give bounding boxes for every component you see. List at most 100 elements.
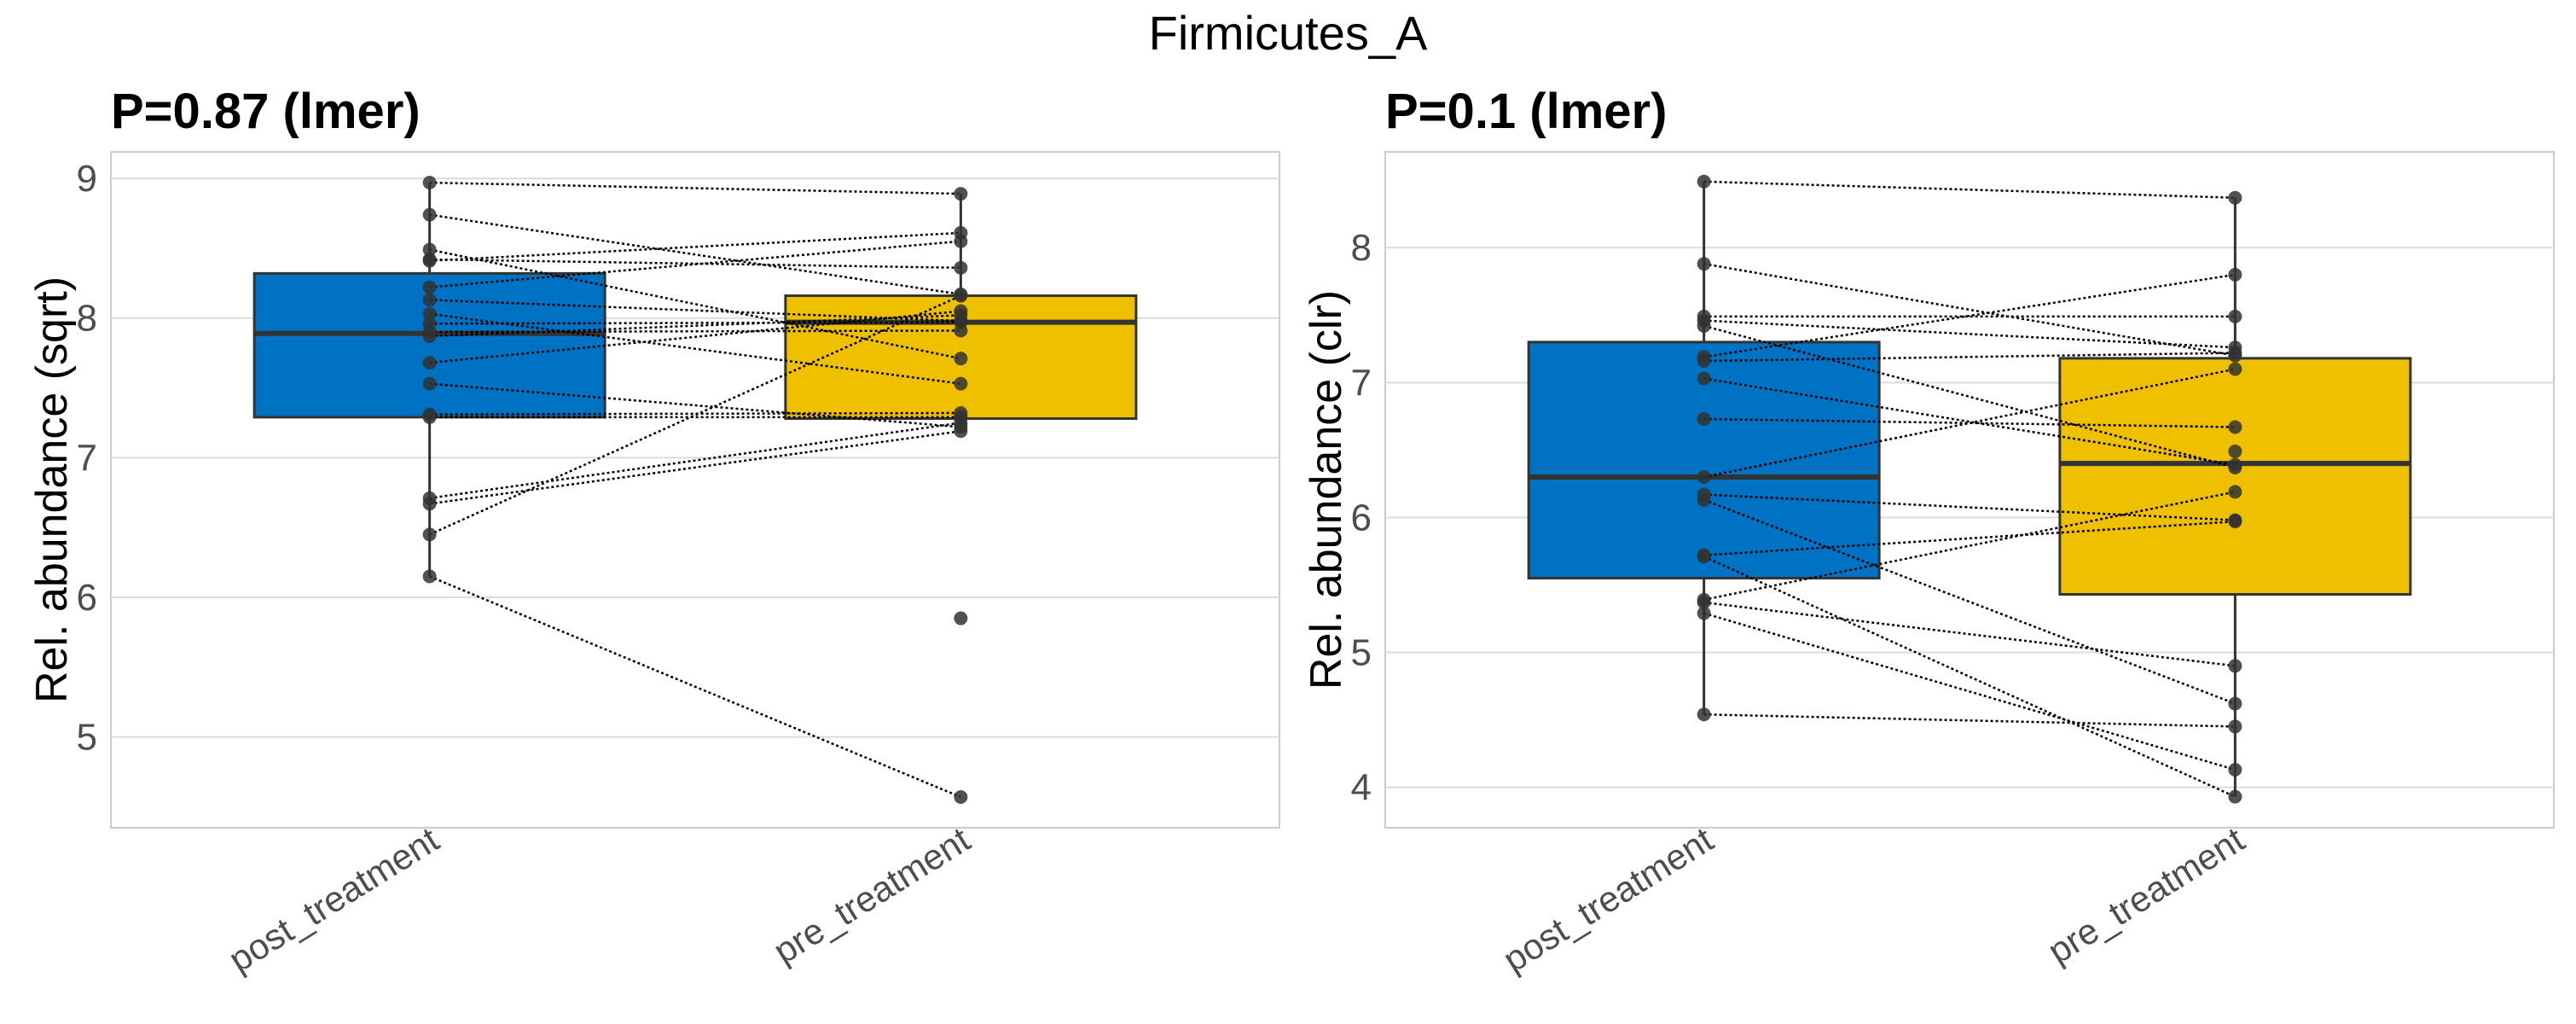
point-post (422, 376, 437, 391)
point-post (422, 207, 437, 222)
y-tick-label: 7 (1351, 362, 1372, 404)
point-post (1697, 596, 1711, 609)
y-tick-label: 9 (77, 158, 97, 200)
pair-line (1703, 352, 2236, 363)
point-post (1697, 318, 1711, 333)
point-pre (2228, 420, 2242, 434)
point-pre (2228, 457, 2242, 472)
point-pre (2228, 515, 2242, 529)
x-tick-label: pre_treatment (2040, 819, 2251, 972)
pair-line (429, 314, 961, 338)
point-post (1697, 492, 1711, 507)
y-tick-label: 5 (1351, 631, 1372, 673)
pair-line (429, 258, 961, 270)
y-tick-label: 7 (77, 437, 97, 479)
point-post (1697, 412, 1711, 427)
pair-line (1703, 493, 2236, 521)
panel-sqrt: P=0.87 (lmer) 5 6 7 8 9 Rel. abundance (sqrt) p… (27, 84, 1280, 980)
point-post (422, 329, 437, 343)
point-post (1697, 606, 1711, 620)
point-post (422, 356, 437, 370)
point-post (422, 527, 437, 542)
box-pre_treatment (2058, 357, 2412, 596)
pair-line (429, 430, 961, 505)
x-tick-label: post_treatment (222, 819, 446, 980)
point-pre (2228, 346, 2242, 360)
pair-line (1703, 368, 2236, 479)
point-pre (2228, 267, 2242, 282)
point-post (1697, 707, 1711, 722)
y-axis-label: Rel. abundance (sqrt) (27, 276, 77, 703)
y-tick-label: 8 (1351, 227, 1372, 269)
pair-line (429, 382, 961, 428)
point-pre (954, 288, 968, 303)
pair-line (1703, 713, 2236, 728)
point-pre (2228, 789, 2242, 804)
point-post (422, 242, 437, 257)
pair-line (429, 248, 961, 360)
point-pre (2228, 190, 2242, 205)
pair-line (1703, 319, 2236, 349)
y-tick-label: 5 (77, 717, 97, 759)
point-pre (954, 187, 968, 201)
point-pre (954, 352, 968, 366)
point-pre (954, 424, 968, 439)
point-post (422, 410, 437, 424)
pair-line (429, 310, 961, 364)
point-pre (2228, 719, 2242, 734)
y-tick-label: 4 (1351, 767, 1372, 809)
pair-line (429, 411, 961, 416)
point-post (422, 253, 437, 268)
figure-title: Firmicutes_A (1149, 6, 1428, 60)
y-tick-label: 8 (77, 298, 97, 340)
point-pre (2228, 696, 2242, 711)
point-post (1697, 550, 1711, 564)
point-post (422, 280, 437, 294)
plot-frame (110, 151, 1280, 829)
point-pre (954, 376, 968, 391)
point-pre (954, 260, 968, 275)
pair-line (1703, 520, 2236, 556)
point-pre (2228, 485, 2242, 499)
y-tick-label: 6 (77, 577, 97, 619)
pair-line (429, 231, 961, 262)
point-post (1697, 257, 1711, 271)
point-post (422, 176, 437, 189)
x-tick-label: pre_treatment (766, 819, 977, 972)
point-post (1697, 469, 1711, 484)
pair-line (429, 213, 961, 296)
pair-line (429, 240, 961, 288)
point-post (422, 306, 437, 321)
panel-title: P=0.87 (lmer) (111, 84, 421, 139)
pair-line (1703, 601, 2236, 667)
point-post (1697, 371, 1711, 386)
point-post (422, 293, 437, 307)
pair-line (1703, 417, 2236, 428)
point-post (1697, 354, 1711, 369)
point-pre (2228, 659, 2242, 673)
panel-title: P=0.1 (lmer) (1385, 84, 1667, 139)
pair-line (429, 422, 961, 500)
pair-line (429, 299, 961, 323)
point-pre (954, 611, 968, 625)
point-post (422, 569, 437, 584)
pair-line (429, 312, 961, 385)
pair-line (1703, 612, 2236, 771)
pair-line (1703, 180, 2236, 199)
pair-line (429, 575, 961, 799)
point-post (1697, 174, 1711, 189)
pair-line (1703, 491, 2236, 602)
point-post (422, 497, 437, 511)
y-axis-label: Rel. abundance (clr) (1302, 290, 1351, 689)
x-tick-label: post_treatment (1496, 819, 1720, 980)
point-pre (2228, 309, 2242, 323)
pair-line (429, 321, 961, 325)
point-pre (2228, 444, 2242, 458)
point-pre (2228, 763, 2242, 777)
point-pre (954, 323, 968, 338)
y-tick-label: 6 (1351, 497, 1372, 538)
point-pre (954, 234, 968, 248)
point-pre (954, 304, 968, 318)
